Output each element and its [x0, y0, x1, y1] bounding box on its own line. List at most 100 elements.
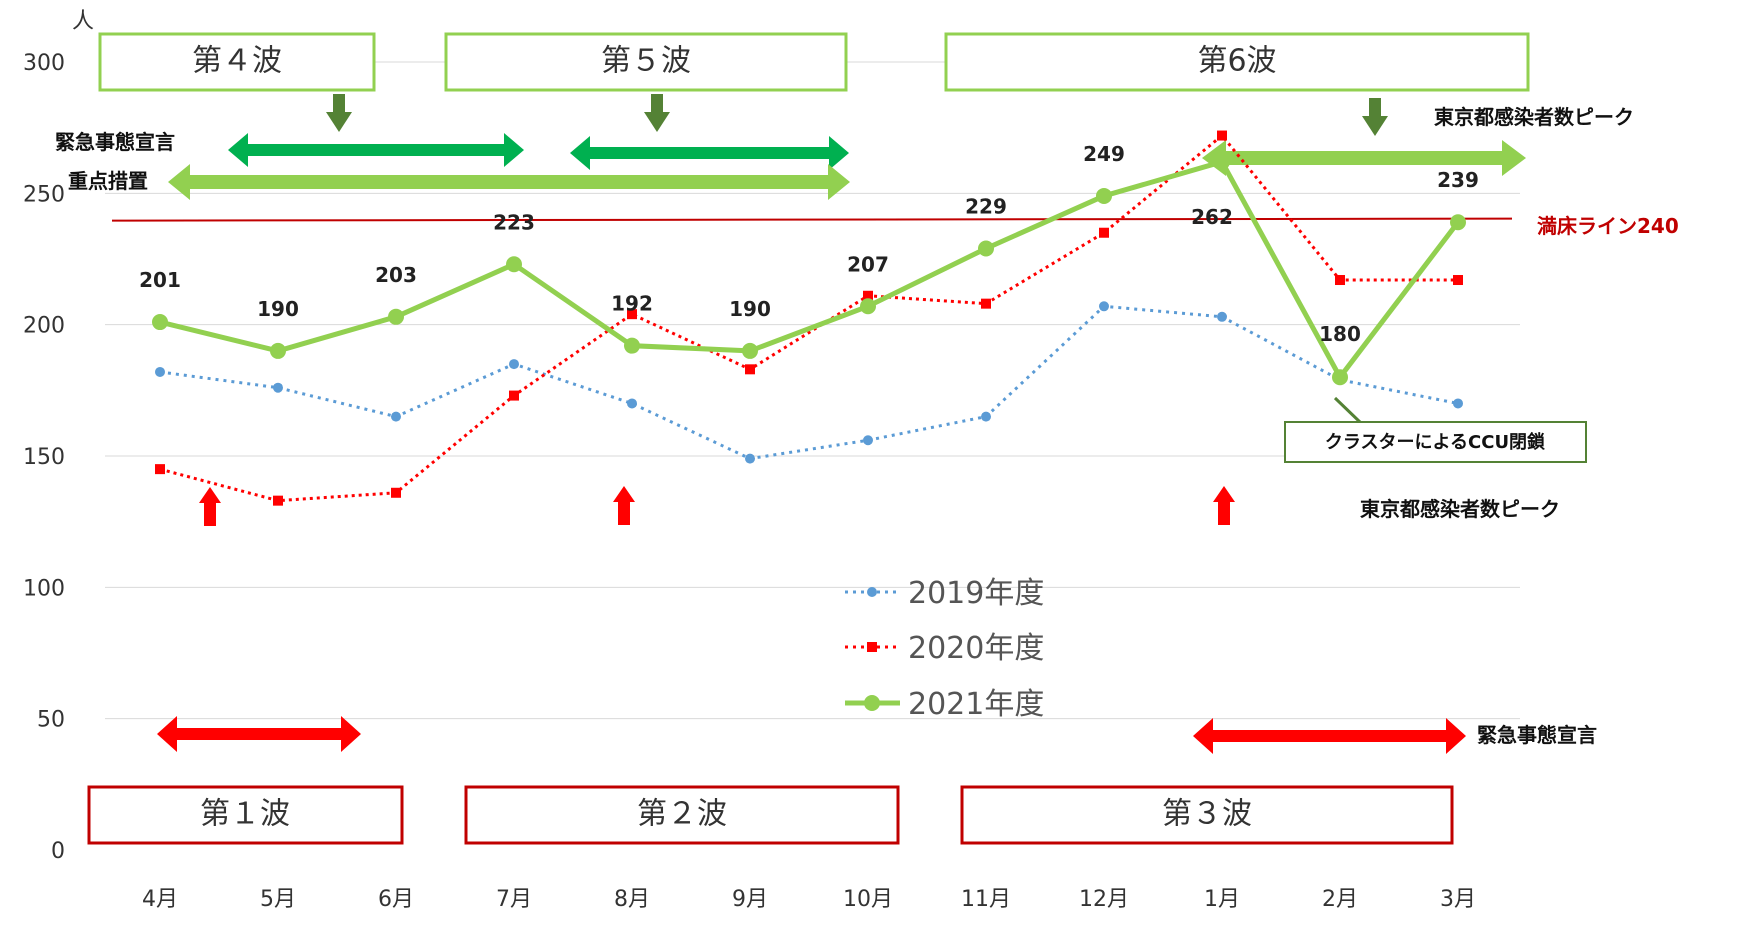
legend-label-2019: 2019年度: [908, 576, 1044, 611]
priority-2021-arrow: [168, 164, 850, 200]
full-bed-line: [111, 217, 1513, 222]
data-label-2021: 203: [375, 263, 417, 287]
point-2021: [388, 308, 404, 325]
point-2019: [155, 366, 165, 377]
wave-1-box: [87, 785, 404, 845]
data-label-2021: 223: [493, 210, 535, 234]
point-2019: [391, 411, 401, 422]
y-tick-label: 250: [23, 182, 65, 207]
wave-6-down-arrow: [1362, 98, 1388, 136]
peak-2020-up-arrow-2: [613, 486, 635, 525]
x-tick-label: 7月: [496, 887, 532, 912]
point-2020: [273, 495, 283, 506]
data-label-2021: 262: [1191, 205, 1233, 229]
point-2021: [152, 314, 168, 331]
series-layer: [152, 130, 1466, 506]
point-2021: [860, 298, 876, 315]
legend-label-2020: 2020年度: [908, 631, 1044, 666]
point-2021: [506, 256, 522, 273]
point-2020: [981, 298, 991, 309]
priority-2021-label: 重点措置: [68, 169, 148, 193]
point-2020: [1217, 130, 1227, 141]
wave-3-box: [960, 785, 1454, 845]
data-label-2021: 192: [611, 292, 653, 316]
point-2021: [1096, 187, 1112, 204]
y-tick-label: 100: [23, 576, 65, 601]
cluster-callout-box: [1284, 421, 1587, 463]
series-line-2020年度: [159, 133, 1458, 503]
point-2021: [742, 342, 758, 359]
legend-item-2019: 2019年度: [845, 576, 1044, 611]
y-tick-label: 150: [23, 445, 65, 470]
point-2021: [624, 337, 640, 354]
data-label-2021: 239: [1437, 168, 1479, 192]
point-2019: [627, 398, 637, 409]
full-bed-label: 満床ライン240: [1537, 214, 1679, 238]
x-tick-label: 5月: [260, 887, 296, 912]
data-label-2021: 201: [139, 268, 181, 292]
tokyo-peak-2021-label: 東京都感染者数ピーク: [1434, 105, 1634, 129]
point-2020: [1335, 275, 1345, 286]
data-label-2021: 180: [1319, 322, 1361, 346]
wave-3-label: 第３波: [1162, 797, 1252, 832]
data-label-2021: 190: [729, 297, 771, 321]
point-2019: [509, 359, 519, 370]
y-tick-label: 50: [37, 708, 65, 733]
emergency-2020-label: 緊急事態宣言: [1477, 723, 1597, 747]
data-label-2021: 207: [847, 252, 889, 276]
legend-item-2020: 2020年度: [845, 631, 1044, 666]
y-axis-ticks: 0 50 100 150 200 250 300: [23, 51, 65, 864]
data-label-2021: 249: [1083, 142, 1125, 166]
emergency-2021-label: 緊急事態宣言: [55, 130, 175, 154]
x-tick-label: 3月: [1440, 887, 1476, 912]
point-2020: [627, 309, 637, 320]
wave-1-label: 第１波: [200, 797, 290, 832]
data-label-2021: 229: [965, 194, 1007, 218]
y-tick-label: 300: [23, 51, 65, 76]
point-2019: [1217, 311, 1227, 322]
x-axis-ticks: 4月 5月 6月 7月 8月 9月 10月 11月 12月 1月 2月 3月: [142, 887, 1476, 912]
point-2020: [1099, 227, 1109, 238]
x-tick-label: 6月: [378, 887, 414, 912]
wave-6-box: [944, 32, 1530, 92]
peak-2020-up-arrow-1: [199, 487, 221, 526]
point-2020: [155, 464, 165, 475]
legend-item-2021: 2021年度: [845, 687, 1044, 722]
priority-2021-arrow-late: [1202, 140, 1526, 176]
point-2019: [1453, 398, 1463, 409]
legend: 2019年度 2020年度 2021年度: [845, 576, 1044, 722]
point-2020: [745, 364, 755, 375]
point-2019: [273, 382, 283, 393]
wave-4-down-arrow: [326, 94, 352, 132]
point-2019: [1099, 301, 1109, 312]
wave-4-box: [98, 32, 376, 92]
x-tick-label: 8月: [614, 887, 650, 912]
peak-2020-up-arrow-3: [1213, 486, 1235, 525]
point-2020: [863, 290, 873, 301]
cluster-callout-line: [1333, 396, 1364, 426]
point-2019: [745, 453, 755, 464]
wave-5-label: 第５波: [601, 44, 691, 79]
emergency-2021-arrow-1: [228, 133, 524, 167]
x-tick-label: 1月: [1204, 887, 1240, 912]
wave-4-label: 第４波: [192, 44, 282, 79]
x-tick-label: 4月: [142, 887, 178, 912]
wave-2-label: 第２波: [637, 797, 727, 832]
cluster-callout-label: クラスターによるCCU閉鎖: [1325, 431, 1546, 453]
series-line-2021年度: [159, 159, 1460, 380]
legend-label-2021: 2021年度: [908, 687, 1044, 722]
data-label-layer: 201 190 203 223 192 190 207 229 249 262 180 239: [139, 142, 1479, 346]
wave-2-box: [464, 785, 900, 845]
point-2021: [978, 240, 994, 257]
x-tick-label: 2月: [1322, 887, 1358, 912]
wave-6-label: 第6波: [1197, 44, 1276, 79]
point-2021: [1214, 153, 1230, 170]
tokyo-peak-2020-label: 東京都感染者数ピーク: [1360, 497, 1560, 521]
point-2019: [863, 435, 873, 446]
data-label-2021: 190: [257, 297, 299, 321]
emergency-2020-arrow-2: [1193, 718, 1466, 754]
y-unit-label: 人: [72, 9, 94, 34]
x-tick-label: 11月: [961, 887, 1011, 912]
wave-5-down-arrow: [644, 94, 670, 132]
